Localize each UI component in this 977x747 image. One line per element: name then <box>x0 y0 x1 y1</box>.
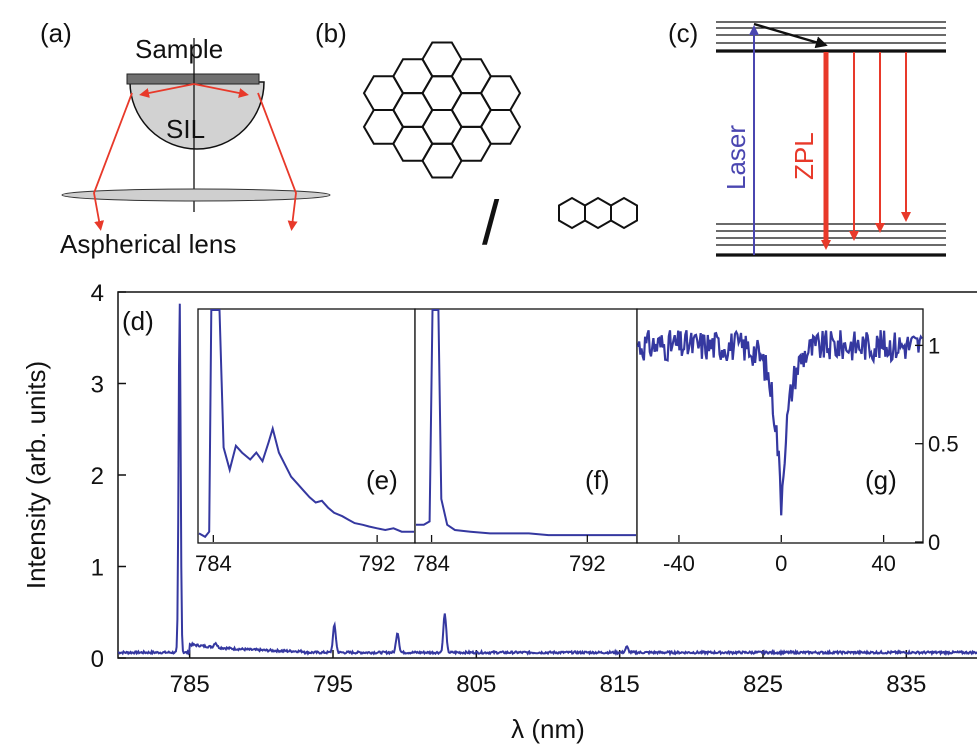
x-tick-label: 795 <box>313 671 353 698</box>
spectrum-trace <box>117 303 977 657</box>
anthracene-ring <box>584 196 612 230</box>
dibenzoterrylene-molecule <box>362 41 522 179</box>
inset-g-x-tick-label: 0 <box>775 551 787 576</box>
panel-g: -40 0 40 0 0.5 1 (g) <box>636 308 959 576</box>
plot-e-frame <box>197 308 416 544</box>
panel-e-letter: (e) <box>366 465 398 495</box>
panel-g-letter: (g) <box>865 465 897 495</box>
panel-f: 784 792 (f) <box>413 308 638 576</box>
x-tick-label: 805 <box>456 671 496 698</box>
inset-g-y-tick-label: 0.5 <box>928 432 959 457</box>
light-rays <box>93 83 298 231</box>
inset-x-tick-label: 784 <box>413 551 450 576</box>
anthracene-ring <box>610 196 638 230</box>
y-tick-label: 2 <box>91 463 104 490</box>
panel-a: (a) Sample SIL Aspherical lens <box>40 18 331 259</box>
panel-e: 784 792 (e) <box>195 308 416 576</box>
y-tick-label: 0 <box>91 646 104 673</box>
molecule-ring <box>479 75 522 111</box>
inset-g-x-tick-label: 40 <box>871 551 895 576</box>
sil-hemisphere <box>129 81 265 150</box>
inset-g-y-tick-label: 0 <box>928 530 940 555</box>
y-tick-label: 1 <box>91 555 104 582</box>
y-tick-label: 3 <box>91 372 104 399</box>
x-tick-label: 835 <box>886 671 926 698</box>
plot-f-frame <box>414 308 638 544</box>
inset-x-tick-label: 792 <box>569 551 606 576</box>
aspherical-lens <box>61 188 331 202</box>
panel-b: (b) / <box>315 18 638 258</box>
inset-x-tick-label: 784 <box>195 551 232 576</box>
molecule-separator: / <box>482 189 500 258</box>
sil-label: SIL <box>166 114 205 144</box>
molecule-ring <box>362 109 405 145</box>
y-axis-label: Intensity (arb. units) <box>21 361 51 589</box>
panel-d-letter: (d) <box>122 306 154 336</box>
panel-a-letter: (a) <box>40 18 72 48</box>
x-tick-label: 785 <box>170 671 210 698</box>
panel-b-letter: (b) <box>315 18 347 48</box>
laser-label: Laser <box>721 125 751 190</box>
y-tick-label: 4 <box>91 280 104 307</box>
sample-plate <box>126 73 260 85</box>
panel-c-letter: (c) <box>668 18 698 48</box>
x-axis-ticks: 785 795 805 815 825 835 <box>170 650 926 698</box>
inset-g-ticks: -40 0 40 0 0.5 1 <box>663 333 959 576</box>
relaxation-arrow <box>753 22 828 49</box>
molecule-ring <box>479 109 522 145</box>
inset-e-ticks: 784 792 <box>195 535 396 576</box>
panel-c: (c) Laser ZPL <box>668 18 946 257</box>
panel-f-letter: (f) <box>585 465 610 495</box>
anthracene-ring <box>558 196 586 230</box>
x-axis-label: λ (nm) <box>511 714 585 744</box>
inset-f-trace <box>416 309 636 537</box>
inset-g-y-tick-label: 1 <box>928 333 940 358</box>
lens-label: Aspherical lens <box>60 229 236 259</box>
inset-g-trace <box>636 329 923 516</box>
x-tick-label: 825 <box>743 671 783 698</box>
inset-e-trace <box>198 309 414 539</box>
panel-d: (d) 0 1 2 3 4 785 795 805 815 825 835 Intensity (… <box>21 280 977 744</box>
zpl-label: ZPL <box>789 132 819 180</box>
anthracene-molecule <box>558 196 638 230</box>
inset-x-tick-label: 792 <box>359 551 396 576</box>
y-axis-ticks: 0 1 2 3 4 <box>91 280 126 673</box>
sample-label: Sample <box>135 34 223 64</box>
x-tick-label: 815 <box>600 671 640 698</box>
inset-f-ticks: 784 792 <box>413 535 606 576</box>
molecule-ring <box>362 75 405 111</box>
inset-g-x-tick-label: -40 <box>663 551 695 576</box>
